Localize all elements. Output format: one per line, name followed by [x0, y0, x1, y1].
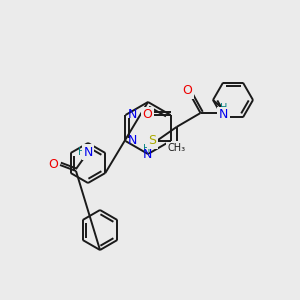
Text: O: O [142, 109, 152, 122]
Text: N: N [219, 109, 228, 122]
Text: N: N [83, 146, 93, 158]
Text: H: H [143, 144, 151, 154]
Text: N: N [128, 109, 137, 122]
Text: O: O [48, 158, 58, 172]
Text: N: N [128, 134, 137, 148]
Text: H: H [78, 147, 86, 157]
Text: CH₃: CH₃ [167, 143, 186, 153]
Text: S: S [148, 134, 157, 148]
Text: N: N [142, 148, 152, 161]
Text: H: H [220, 103, 227, 113]
Text: O: O [183, 85, 193, 98]
